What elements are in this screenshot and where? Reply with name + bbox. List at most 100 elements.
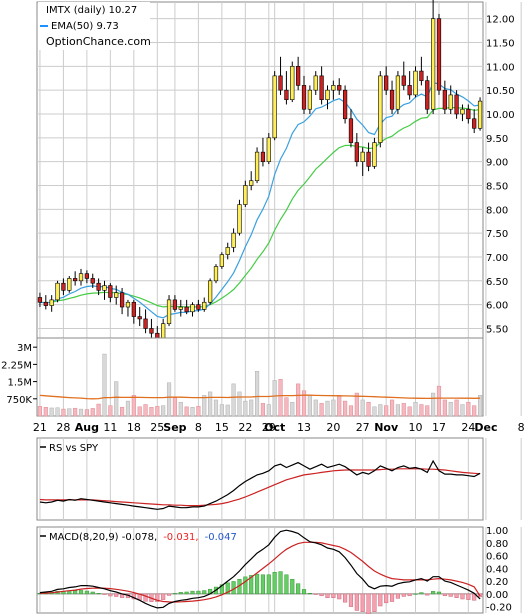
volume-bar xyxy=(419,404,424,417)
macd-histogram-bar xyxy=(254,573,260,595)
macd-histogram-bar xyxy=(413,593,418,595)
macd-histogram-bar xyxy=(436,591,442,595)
candle-body xyxy=(131,301,136,317)
volume-frame xyxy=(36,337,484,417)
candle-body xyxy=(108,285,113,298)
ema-fast-line xyxy=(39,81,481,319)
macd-histogram-bar xyxy=(301,589,307,595)
macd-histogram-bar xyxy=(407,593,412,597)
volume-bar xyxy=(84,409,89,417)
candle-body xyxy=(90,278,95,284)
macd-histogram-bar xyxy=(155,593,160,602)
rs-frame xyxy=(36,437,484,521)
candle-body xyxy=(102,285,107,291)
macd-tick-label: 0.40 xyxy=(486,564,508,575)
volume-bar xyxy=(225,404,230,417)
macd-tick-label: 0.20 xyxy=(486,577,508,588)
hist-value: -0.047 xyxy=(205,532,237,543)
macd-histogram-bar xyxy=(266,574,271,595)
macd-histogram-bar xyxy=(419,592,424,595)
macd-histogram-bar xyxy=(190,590,195,595)
volume-bar xyxy=(178,401,183,417)
volume-bar xyxy=(208,391,213,417)
volume-bar xyxy=(425,405,430,417)
volume-bar xyxy=(331,399,336,417)
macd-signal-line xyxy=(39,541,481,603)
macd-histogram-bar xyxy=(325,593,330,598)
macd-histogram-bar xyxy=(378,593,383,607)
candle-body xyxy=(454,94,459,115)
volume-bar xyxy=(448,401,453,417)
macd-histogram-bar xyxy=(395,593,400,599)
macd-histogram-bar xyxy=(343,593,348,603)
macd-histogram-bar xyxy=(296,583,301,595)
candle-body xyxy=(137,316,142,320)
price-tick-label: 8.50 xyxy=(486,181,508,192)
macd-histogram-bar xyxy=(73,590,78,595)
volume-bar xyxy=(442,399,447,417)
volume-bar xyxy=(278,379,283,417)
legend-ema: EMA(50) 9.73 xyxy=(51,21,119,32)
macd-histogram-bar xyxy=(448,593,453,597)
volume-bar xyxy=(190,407,195,417)
macd-tick-label: -0.20 xyxy=(486,603,512,614)
ema-slow-line xyxy=(39,106,481,308)
macd-histogram-bar xyxy=(84,590,89,595)
candle-body xyxy=(477,100,483,129)
candle-body xyxy=(172,299,178,310)
candle-body xyxy=(114,292,119,298)
candle-body xyxy=(401,75,406,86)
volume-bar xyxy=(219,404,224,417)
candle-body xyxy=(366,151,371,167)
macd-histogram-bar xyxy=(442,593,447,597)
rs-panel xyxy=(36,437,522,521)
volume-bar xyxy=(184,406,189,417)
candle-body xyxy=(119,292,125,308)
date-tick-label: 22 xyxy=(238,421,252,434)
macd-histogram-bar xyxy=(260,574,266,595)
date-tick-label: 20 xyxy=(326,421,340,434)
candle-body xyxy=(61,282,66,291)
macd-histogram-bar xyxy=(307,593,312,595)
macd-histogram-bar xyxy=(114,593,119,597)
price-tick-label: 9.00 xyxy=(486,158,508,169)
candle-body xyxy=(196,304,201,310)
volume-bar xyxy=(67,408,72,417)
volume-bar xyxy=(161,405,166,417)
candle-body xyxy=(266,137,271,162)
macd-tick-label: 0.80 xyxy=(486,539,508,550)
volume-tick-label: 2.25M xyxy=(1,360,32,371)
volume-bar xyxy=(166,382,172,417)
volume-bar xyxy=(366,401,371,417)
candle-body xyxy=(296,66,301,86)
macd-histogram-bar xyxy=(272,571,277,595)
macd-histogram-bar xyxy=(366,593,371,614)
candle-body xyxy=(96,282,101,291)
volume-bar xyxy=(61,408,66,417)
candle-body xyxy=(213,266,219,282)
date-tick-label: Aug xyxy=(75,421,99,434)
price-tick-label: 7.50 xyxy=(486,229,508,240)
candle-body xyxy=(272,75,277,139)
date-tick-label: 13 xyxy=(297,421,311,434)
volume-bar xyxy=(260,403,266,417)
candle-body xyxy=(125,301,131,308)
candle-body xyxy=(155,332,160,339)
macd-label: MACD(8,20,9) -0.078, xyxy=(49,532,157,543)
price-tick-label: 12.00 xyxy=(486,15,515,26)
candle-body xyxy=(67,278,72,291)
volume-bar xyxy=(37,406,43,417)
macd-histogram-bar xyxy=(108,593,113,597)
macd-histogram-bar xyxy=(331,593,336,598)
macd-histogram-bar xyxy=(161,593,166,600)
candle-body xyxy=(448,94,453,110)
volume-bar xyxy=(90,408,95,417)
volume-bar xyxy=(395,404,400,417)
candle-body xyxy=(284,89,289,101)
candle-body xyxy=(331,85,336,91)
candle-body xyxy=(319,75,324,101)
price-legend: IMTX (daily) 10.27 EMA(50) 9.73 OptionCh… xyxy=(38,2,151,50)
volume-bar xyxy=(137,406,142,417)
candle-body xyxy=(419,70,424,81)
candle-body xyxy=(190,304,195,313)
